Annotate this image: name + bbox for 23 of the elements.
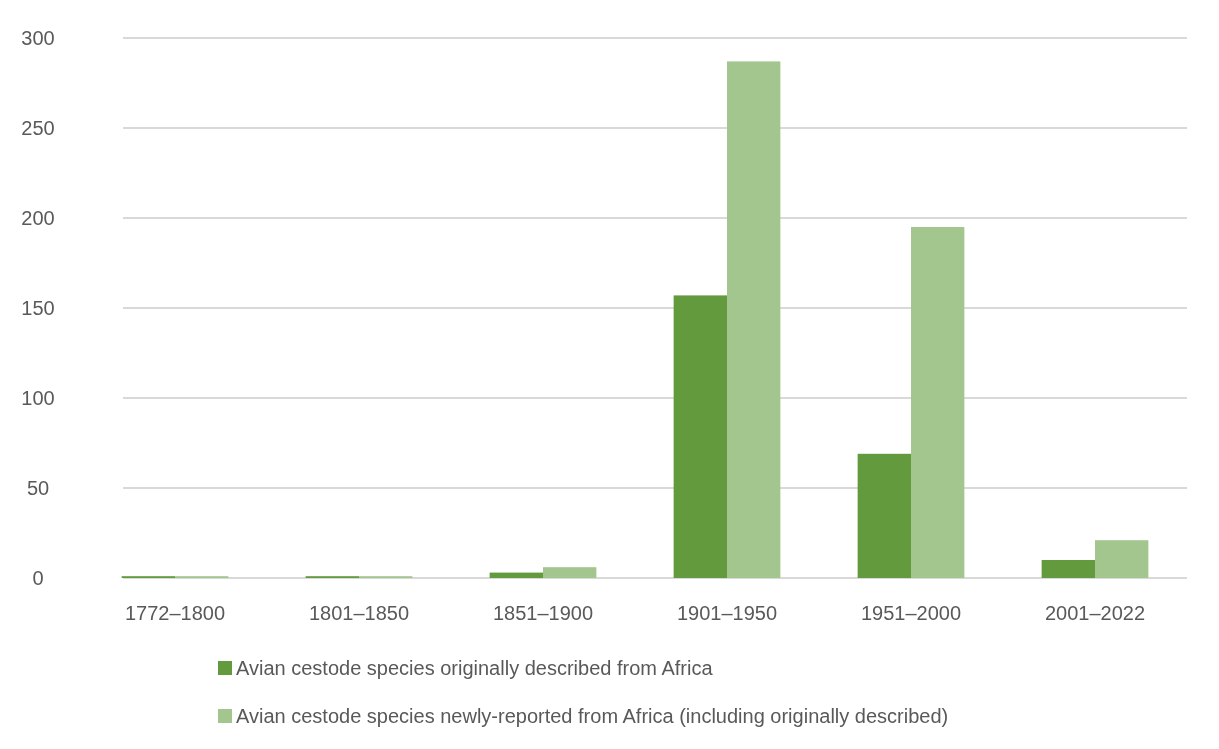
x-tick-label: 1801–1850 — [308, 602, 410, 624]
y-tick-label: 150 — [21, 297, 55, 319]
y-tick-label: 100 — [21, 387, 55, 409]
x-tick-label: 1772–1800 — [124, 602, 226, 624]
x-tick-label: 1901–1950 — [676, 602, 778, 624]
y-tick-label: 0 — [32, 567, 44, 589]
y-tick-label: 50 — [26, 477, 50, 499]
y-tick-label: 200 — [21, 207, 55, 229]
legend-label: Avian cestode species originally described from Africa — [236, 657, 714, 679]
x-tick-label: 1951–2000 — [860, 602, 962, 624]
legend-label: Avian cestode species newly-reported from Africa (including originally described) — [236, 705, 949, 727]
bar — [1041, 560, 1095, 578]
bar — [543, 567, 597, 578]
y-tick-label: 300 — [21, 27, 55, 49]
x-tick-label: 1851–1900 — [492, 602, 594, 624]
y-tick-label: 250 — [21, 117, 55, 139]
bar — [727, 61, 781, 578]
bar — [911, 227, 965, 578]
bar — [857, 453, 911, 578]
bar — [489, 572, 543, 578]
bar — [673, 295, 727, 578]
x-tick-label: 2001–2022 — [1044, 602, 1146, 624]
bar — [1095, 540, 1149, 578]
